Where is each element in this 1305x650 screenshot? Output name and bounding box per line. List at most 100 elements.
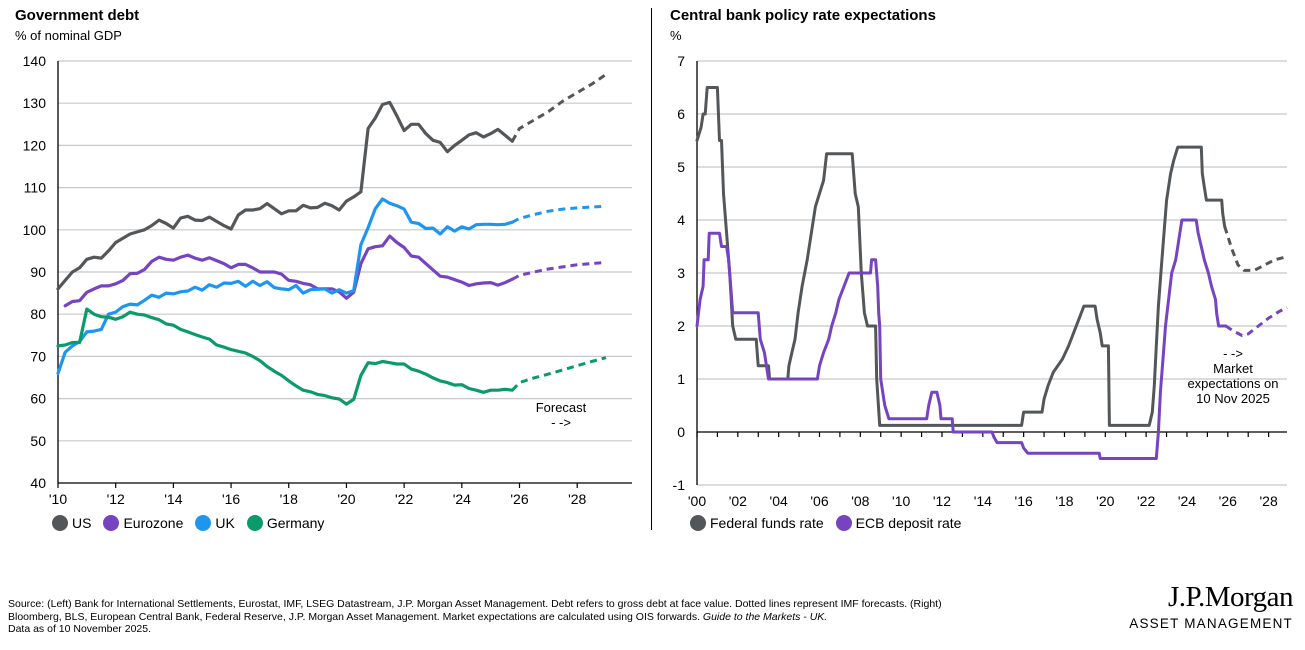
left-y-tick-label: 80 (30, 306, 46, 322)
legend-label: Federal funds rate (710, 515, 824, 531)
left-y-tick-label: 50 (30, 433, 46, 449)
forecast-label: Forecast (535, 400, 587, 415)
right-y-tick-label: 4 (677, 212, 685, 228)
right-x-tick-label: '14 (974, 493, 992, 509)
left-y-tick-label: 130 (23, 95, 47, 111)
legend-item-ecb: ECB deposit rate (835, 515, 962, 531)
legend-label: ECB deposit rate (855, 515, 962, 531)
source-line-2: Bloomberg, BLS, European Central Bank, F… (8, 611, 1088, 624)
series-line-federal-funds-rate (695, 86, 1227, 427)
left-y-tick-label: 70 (30, 348, 46, 364)
left-chart-legend: US Eurozone UK Germany (52, 515, 336, 531)
right-chart-legend: Federal funds rate ECB deposit rate (690, 515, 973, 531)
market-expectations-annotation: - -> Market expectations on 10 Nov 2025 (1178, 346, 1288, 406)
right-y-tick-label: 3 (677, 265, 685, 281)
left-x-tick-label: '16 (222, 491, 240, 507)
right-x-tick-label: '24 (1178, 493, 1196, 509)
market-label-line3: 10 Nov 2025 (1196, 391, 1270, 406)
left-y-tick-label: 100 (23, 222, 47, 238)
legend-item-fed-funds: Federal funds rate (690, 515, 824, 531)
left-x-tick-label: '26 (510, 491, 528, 507)
left-chart-title: Government debt (15, 7, 140, 24)
right-chart-gridlines (697, 60, 1287, 486)
right-x-tick-label: '10 (892, 493, 910, 509)
right-y-tick-label: 1 (677, 371, 685, 387)
right-chart-subtitle: % (670, 28, 682, 43)
right-x-tick-label: '00 (688, 493, 706, 509)
left-chart-subtitle: % of nominal GDP (15, 28, 122, 43)
right-x-tick-label: '26 (1219, 493, 1237, 509)
legend-label: Germany (266, 515, 325, 531)
right-chart-axes: -1 0 1 2 3 4 5 6 7 '00 '02 '04 '06 '08 '10 '12 '14 '16 '18… (673, 53, 1287, 509)
logo-wordmark: J.P.Morgan (1168, 581, 1293, 613)
left-x-tick-label: '14 (164, 491, 182, 507)
left-x-tick-label: '24 (453, 491, 471, 507)
right-x-tick-label: '28 (1260, 493, 1278, 509)
legend-swatch-eurozone (103, 515, 120, 531)
right-x-tick-label: '18 (1055, 493, 1073, 509)
forecast-line-federal-funds-rate (1223, 226, 1286, 272)
series-line-us (56, 100, 514, 291)
legend-item-uk: UK (195, 515, 235, 531)
legend-item-us: US (52, 515, 91, 531)
legend-label: UK (215, 515, 235, 531)
right-x-tick-label: '22 (1137, 493, 1155, 509)
market-label-line1: Market (1213, 361, 1253, 376)
source-line-2-italic: Guide to the Markets - UK. (702, 610, 828, 623)
right-y-tick-label: -1 (673, 477, 686, 493)
legend-swatch-ecb (835, 515, 852, 531)
right-y-tick-label: 5 (677, 159, 685, 175)
forecast-line-eurozone (511, 260, 607, 281)
right-x-tick-label: '04 (770, 493, 788, 509)
market-label-line2: expectations on (1187, 376, 1279, 391)
forecast-line-germany (511, 356, 607, 392)
right-y-tick-label: 7 (677, 53, 685, 69)
series-line-ecb-deposit-rate (695, 218, 1228, 460)
right-y-tick-label: 2 (677, 318, 685, 334)
right-y-tick-label: 6 (677, 106, 685, 122)
series-line-uk (56, 197, 514, 375)
left-chart-axes: 40 50 60 70 80 90 100 110 120 130 140 '10 '12 '14 '16 '… (23, 53, 632, 507)
legend-label: US (72, 515, 92, 531)
right-x-tick-label: '20 (1096, 493, 1114, 509)
forecast-line-ecb-deposit-rate (1224, 306, 1288, 338)
right-x-tick-label: '08 (851, 493, 869, 509)
legend-label: Eurozone (123, 515, 184, 531)
left-y-tick-label: 140 (23, 53, 47, 69)
left-y-tick-label: 120 (23, 137, 47, 153)
logo-subtitle: ASSET MANAGEMENT (1129, 616, 1293, 631)
forecast-arrow-icon: - -> (551, 415, 571, 430)
left-x-tick-label: '18 (280, 491, 298, 507)
series-line-germany (56, 307, 514, 406)
left-y-tick-label: 90 (30, 264, 46, 280)
chart-divider (651, 8, 652, 530)
left-x-tick-label: '20 (337, 491, 355, 507)
left-x-tick-label: '12 (107, 491, 125, 507)
source-note: Source: (Left) Bank for International Se… (8, 598, 1088, 636)
legend-swatch-fed-funds (690, 515, 706, 531)
legend-item-eurozone: Eurozone (103, 515, 183, 531)
right-y-tick-label: 0 (677, 424, 685, 440)
left-x-tick-label: '10 (49, 491, 67, 507)
right-x-tick-label: '02 (729, 493, 747, 509)
forecast-line-uk (511, 204, 607, 224)
legend-swatch-germany (246, 515, 263, 531)
forecast-annotation: Forecast - -> (525, 400, 597, 430)
series-line-eurozone (63, 234, 514, 308)
left-chart-gridlines (58, 60, 632, 442)
left-y-tick-label: 40 (30, 475, 46, 491)
left-x-tick-label: '22 (395, 491, 413, 507)
right-x-tick-label: '12 (933, 493, 951, 509)
left-chart-series (56, 73, 607, 406)
legend-swatch-us (52, 515, 68, 531)
right-x-tick-label: '06 (810, 493, 828, 509)
right-chart-title: Central bank policy rate expectations (670, 7, 936, 24)
source-line-3: Data as of 10 November 2025. (8, 623, 152, 635)
market-arrow-icon: - -> (1223, 346, 1243, 361)
right-x-tick-label: '16 (1015, 493, 1033, 509)
jpmorgan-logo: J.P.Morgan ASSET MANAGEMENT (1129, 582, 1293, 631)
source-line-1: Source: (Left) Bank for International Se… (8, 598, 942, 610)
legend-swatch-uk (195, 515, 212, 531)
right-chart-series (695, 86, 1288, 460)
